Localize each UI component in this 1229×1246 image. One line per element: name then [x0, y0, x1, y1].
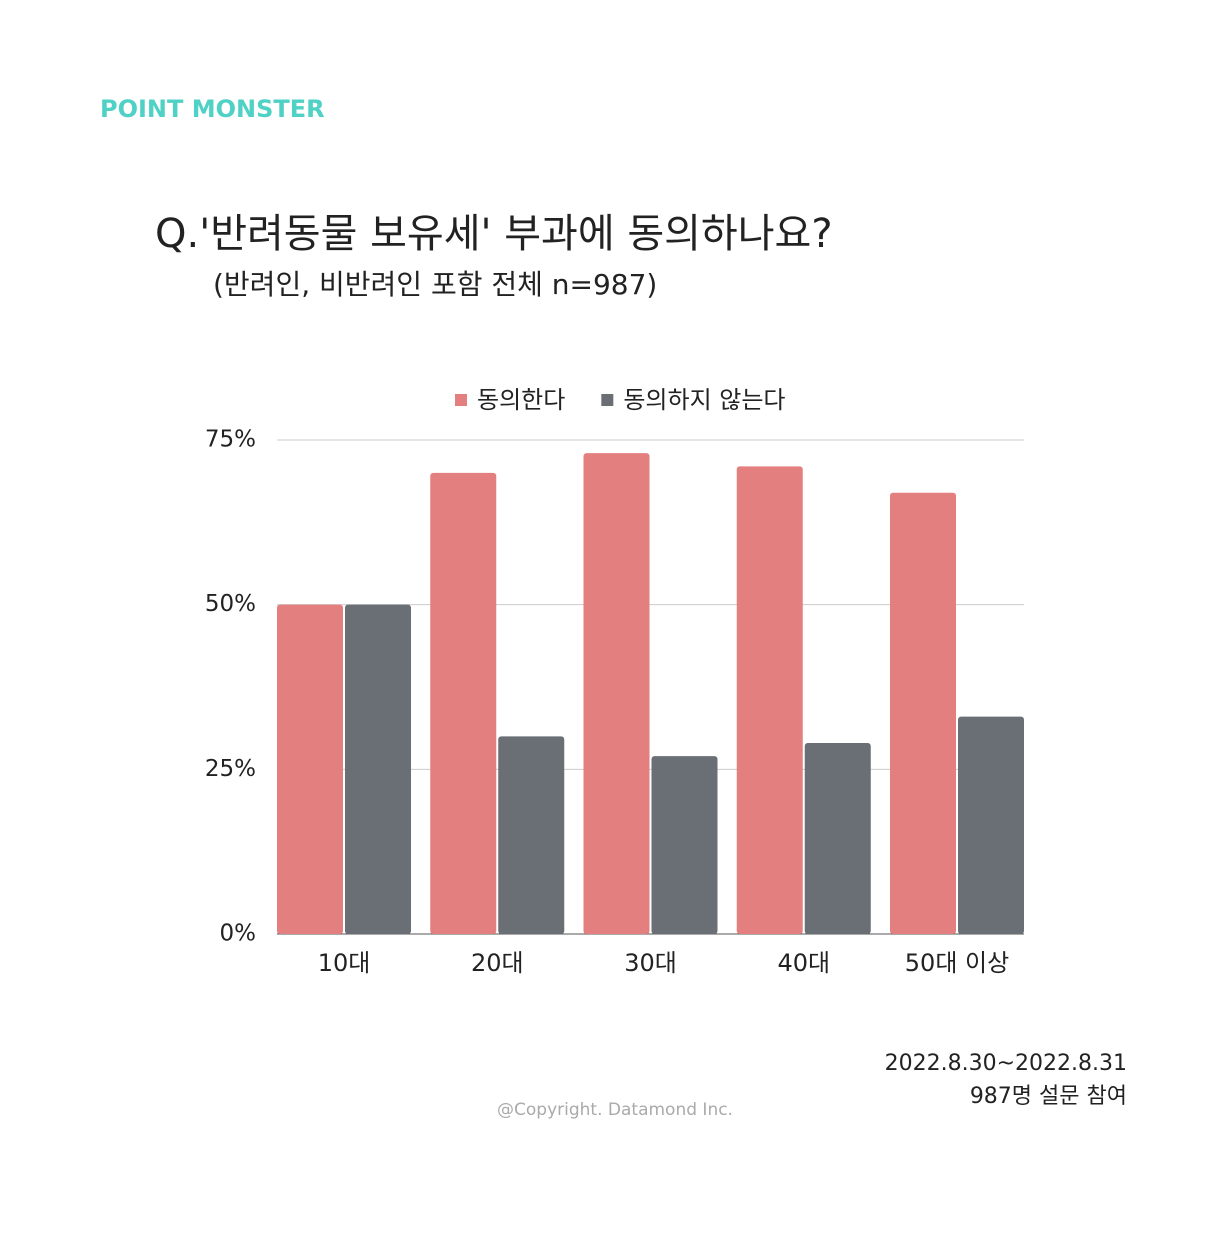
- chart-title: Q.'반려동물 보유세' 부과에 동의하나요?: [155, 211, 833, 257]
- bar: [804, 742, 871, 934]
- bar: [890, 492, 956, 934]
- bar: [345, 604, 411, 934]
- y-tick-label: 75%: [205, 427, 256, 453]
- brand: POINT MONSTER: [100, 95, 325, 123]
- bar: [430, 472, 497, 934]
- bar: [583, 453, 650, 934]
- legend-label: 동의하지 않는다: [623, 386, 785, 414]
- note: 987명 설문 참여: [970, 1084, 1127, 1109]
- y-tick-label: 50%: [205, 591, 256, 617]
- x-tick-label: 20대: [471, 949, 524, 977]
- bar: [498, 736, 565, 934]
- y-tick-label: 0%: [220, 921, 257, 947]
- y-tick-label: 25%: [205, 756, 256, 782]
- date-range: 2022.8.30~2022.8.31: [885, 1051, 1127, 1076]
- x-tick-label: 10대: [318, 949, 371, 977]
- bar: [958, 716, 1024, 934]
- legend-swatch: [601, 394, 614, 406]
- x-tick-label: 40대: [777, 949, 830, 977]
- bar: [277, 604, 343, 934]
- legend-swatch: [455, 394, 467, 406]
- copyright: @Copyright. Datamond Inc.: [497, 1100, 733, 1120]
- legend-label: 동의한다: [477, 386, 565, 414]
- x-tick-label: 50대 이상: [905, 949, 1009, 977]
- bar: [736, 466, 803, 934]
- chart-subtitle: (반려인, 비반려인 포함 전체 n=987): [213, 268, 657, 301]
- x-tick-label: 30대: [624, 949, 677, 977]
- bar: [651, 756, 718, 934]
